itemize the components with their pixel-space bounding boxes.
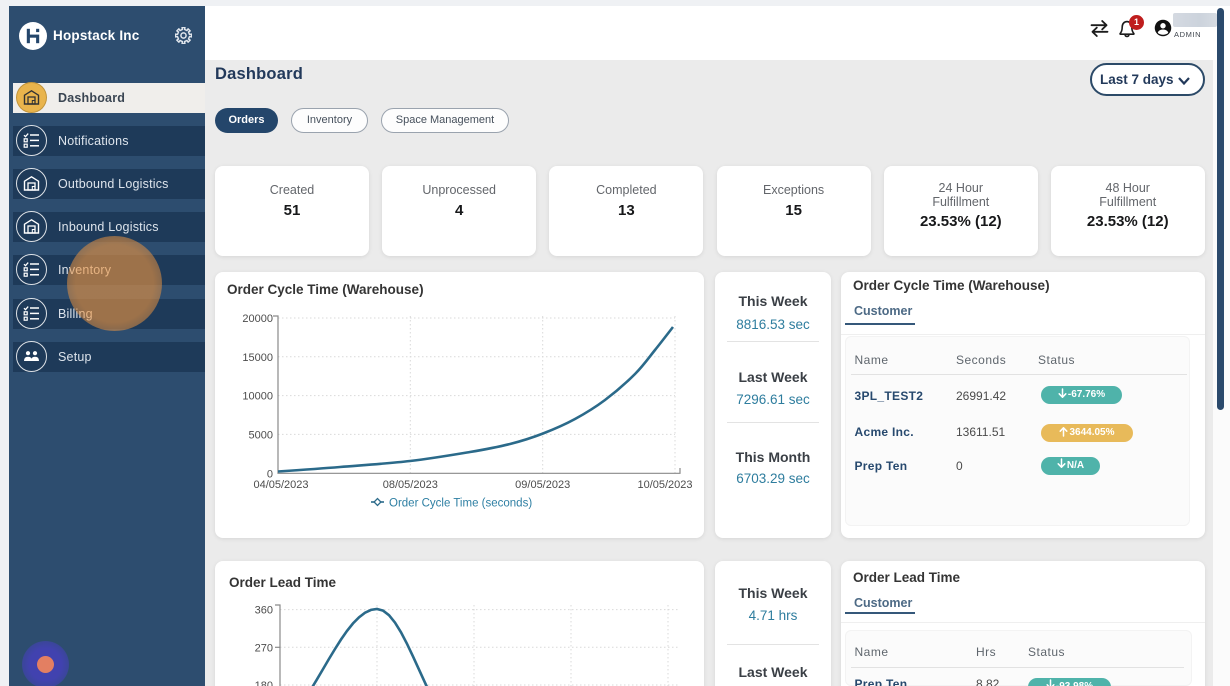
svg-text:09/05/2023: 09/05/2023 [515, 479, 570, 491]
svg-text:20000: 20000 [242, 313, 273, 325]
svg-text:08/05/2023: 08/05/2023 [383, 479, 438, 491]
svg-text:10000: 10000 [242, 391, 273, 403]
svg-text:15000: 15000 [242, 352, 273, 364]
svg-text:10/05/2023: 10/05/2023 [637, 479, 692, 491]
svg-text:270: 270 [255, 642, 273, 654]
svg-text:Order Cycle Time (seconds): Order Cycle Time (seconds) [389, 498, 532, 510]
svg-text:180: 180 [255, 680, 273, 686]
svg-text:0: 0 [267, 468, 273, 480]
svg-text:5000: 5000 [249, 429, 273, 441]
svg-text:360: 360 [255, 605, 273, 617]
svg-text:04/05/2023: 04/05/2023 [253, 479, 308, 491]
